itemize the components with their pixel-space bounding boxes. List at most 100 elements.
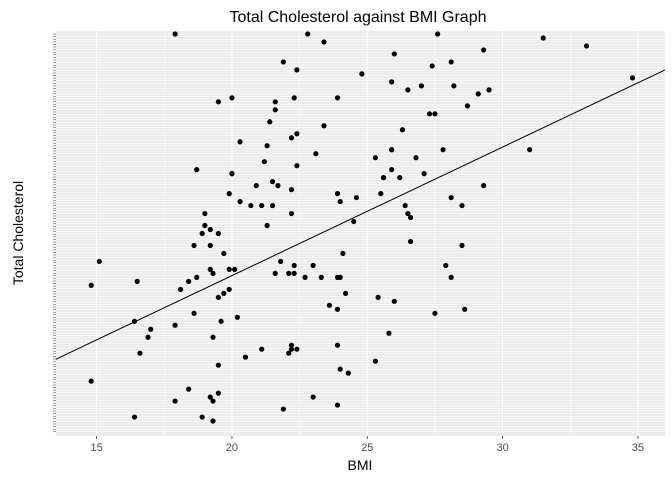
data-point: [280, 59, 286, 65]
data-point: [226, 286, 232, 292]
data-point: [226, 266, 232, 273]
trend-line-group: [55, 69, 666, 360]
data-point: [202, 210, 208, 217]
data-point: [275, 183, 281, 189]
data-point: [210, 334, 216, 340]
data-point: [345, 370, 351, 376]
data-point: [172, 31, 178, 37]
data-point: [272, 99, 278, 105]
data-point: [391, 51, 397, 57]
data-point: [435, 31, 441, 37]
data-point: [334, 191, 341, 197]
data-point: [134, 278, 140, 284]
data-point: [351, 218, 357, 225]
data-point: [407, 238, 414, 245]
data-point: [194, 167, 200, 173]
data-point: [207, 226, 213, 233]
data-point: [199, 230, 205, 237]
data-point: [226, 191, 232, 197]
data-point: [310, 262, 316, 269]
data-point: [207, 266, 213, 273]
data-point: [475, 91, 481, 97]
data-point: [451, 83, 457, 89]
data-point: [269, 179, 276, 185]
data-point: [131, 318, 138, 324]
data-point: [459, 242, 465, 249]
data-point: [286, 270, 292, 276]
data-point: [334, 402, 341, 408]
chart-title: Total Cholesterol against BMI Graph: [229, 9, 486, 26]
data-point: [291, 270, 297, 276]
data-point: [221, 250, 227, 257]
data-point: [294, 131, 300, 137]
data-point: [229, 95, 235, 101]
data-point: [372, 155, 378, 161]
data-point: [215, 230, 221, 237]
data-point: [148, 326, 154, 332]
data-point: [177, 286, 184, 292]
data-point: [334, 306, 341, 312]
data-point: [375, 294, 381, 300]
data-point: [261, 159, 268, 165]
data-point: [421, 171, 427, 177]
data-point: [334, 342, 341, 348]
data-point: [259, 202, 265, 209]
data-point: [486, 87, 492, 93]
x-tick-label: 35: [632, 442, 644, 454]
data-point: [218, 318, 224, 324]
data-point: [264, 222, 270, 229]
x-axis-title: BMI: [348, 457, 373, 473]
data-point: [397, 175, 403, 181]
data-point: [459, 202, 465, 209]
data-point: [210, 418, 216, 424]
data-point: [145, 334, 151, 340]
data-point: [272, 270, 278, 276]
data-point: [199, 414, 205, 420]
data-point: [318, 274, 324, 280]
data-point: [629, 75, 636, 81]
data-point: [337, 274, 343, 280]
data-points: [88, 31, 636, 424]
data-point: [418, 83, 424, 89]
data-point: [448, 194, 454, 201]
data-point: [172, 398, 178, 404]
data-point: [305, 31, 311, 37]
data-point: [267, 119, 273, 125]
data-point: [462, 306, 468, 312]
data-point: [288, 187, 295, 193]
data-point: [202, 222, 208, 229]
data-point: [288, 342, 295, 348]
data-point: [237, 198, 243, 205]
data-point: [88, 378, 94, 384]
data-point: [194, 274, 200, 280]
plot-panel: [56, 31, 665, 436]
data-point: [302, 274, 308, 280]
data-point: [372, 358, 378, 364]
data-point: [405, 87, 411, 93]
gridlines: [56, 31, 665, 436]
data-point: [191, 242, 197, 249]
data-point: [186, 278, 192, 284]
data-point: [88, 282, 94, 288]
data-point: [288, 210, 295, 217]
data-point: [481, 183, 487, 189]
data-point: [378, 191, 384, 197]
data-point: [210, 398, 216, 404]
data-point: [207, 242, 213, 249]
data-point: [215, 362, 221, 368]
data-point: [426, 111, 433, 117]
data-point: [380, 175, 387, 181]
data-point: [191, 310, 197, 316]
data-point: [264, 143, 270, 149]
data-point: [389, 79, 395, 85]
data-point: [389, 167, 395, 173]
data-point: [334, 95, 341, 101]
data-point: [131, 414, 138, 420]
data-point: [288, 135, 295, 141]
data-point: [340, 250, 346, 257]
y-axis-ticks: [53, 33, 56, 433]
data-point: [215, 99, 221, 105]
x-axis-ticks: 15 20 25 30 35: [90, 436, 644, 454]
data-point: [242, 354, 249, 360]
